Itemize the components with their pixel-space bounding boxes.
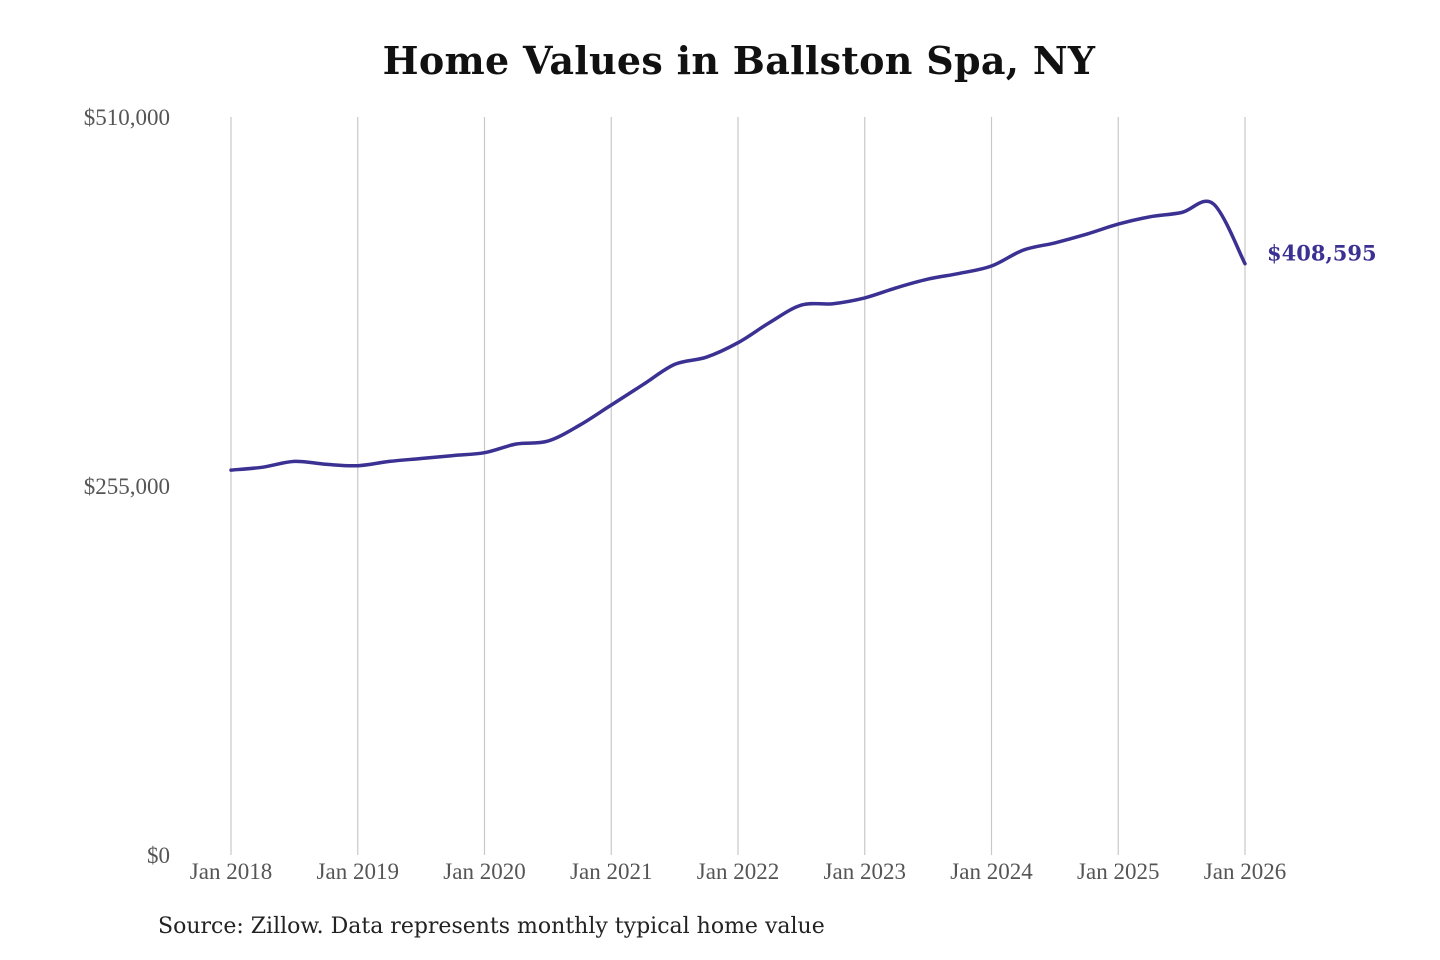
chart-title: Home Values in Ballston Spa, NY [382, 38, 1096, 83]
source-note: Source: Zillow. Data represents monthly … [158, 914, 825, 939]
y-tick-label-3: $0 [147, 843, 170, 868]
x-tick-label-9: Jan 2026 [1204, 859, 1286, 884]
y-axis-ticks: $510,000 $255,000 $0 [84, 105, 170, 868]
x-tick-label-8: Jan 2025 [1077, 859, 1159, 884]
end-label-group: $408,595 [1267, 241, 1377, 266]
x-tick-label-5: Jan 2022 [697, 859, 779, 884]
x-tick-label-3: Jan 2020 [443, 859, 525, 884]
x-tick-label-2: Jan 2019 [317, 859, 399, 884]
x-tick-label-6: Jan 2023 [824, 859, 906, 884]
end-value-label: $408,595 [1267, 241, 1377, 266]
y-tick-label-1: $510,000 [84, 105, 170, 130]
series-line-group [229, 199, 1247, 472]
y-tick-label-2: $255,000 [84, 474, 170, 499]
gridlines [230, 117, 1246, 855]
series-line [229, 199, 1247, 472]
x-tick-label-1: Jan 2018 [190, 859, 272, 884]
x-tick-label-7: Jan 2024 [950, 859, 1033, 884]
x-tick-label-4: Jan 2021 [570, 859, 652, 884]
x-axis-ticks: Jan 2018 Jan 2019 Jan 2020 Jan 2021 Jan 2022… [190, 859, 1286, 884]
